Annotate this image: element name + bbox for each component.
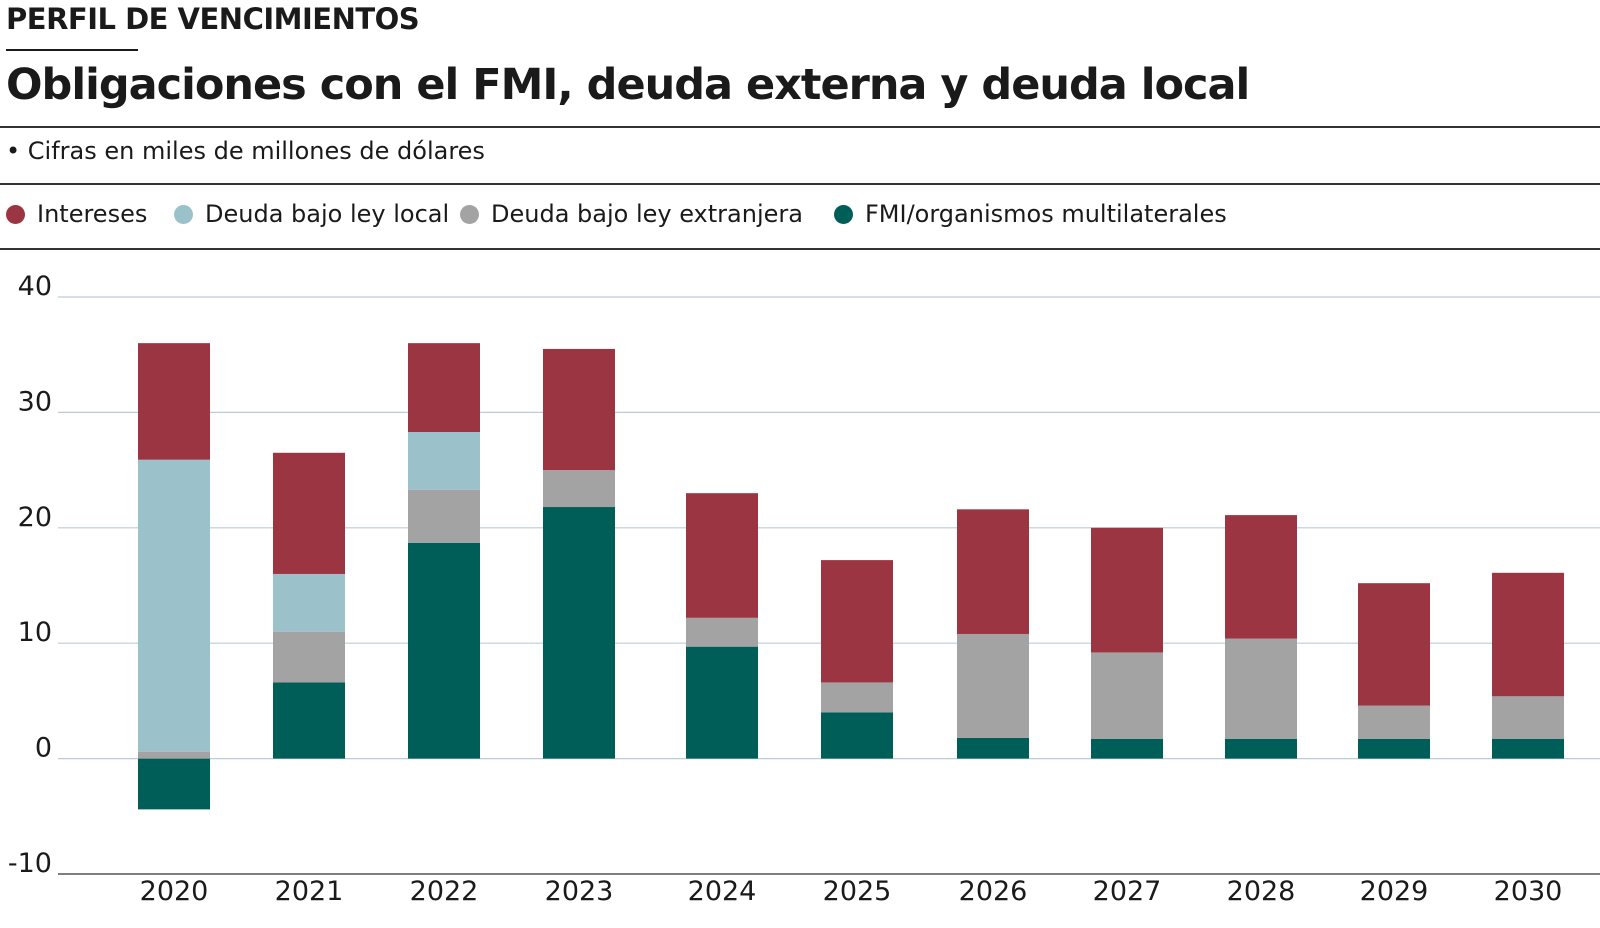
bar-segment [1358, 738, 1430, 759]
bar-segment [1492, 696, 1564, 739]
y-tick-label: 40 [18, 271, 52, 302]
bar-segment [138, 343, 210, 460]
legend-swatch-intereses [6, 204, 25, 224]
bar-segment [1091, 527, 1163, 653]
legend-divider [0, 248, 1600, 250]
bar-segment [543, 470, 615, 508]
bar-segment [273, 631, 345, 683]
legend-label: Deuda bajo ley local [205, 200, 450, 228]
bar-segment [686, 646, 758, 759]
bar-segment [1358, 705, 1430, 739]
legend-item-deuda-extranjera: Deuda bajo ley extranjera [460, 200, 803, 228]
bar-segment [138, 758, 210, 810]
kicker-underline [6, 49, 138, 51]
y-tick-label: 30 [18, 386, 52, 417]
bar-segment [686, 493, 758, 618]
legend-label: FMI/organismos multilaterales [865, 200, 1227, 228]
title-divider [0, 126, 1600, 128]
bar-segment [273, 682, 345, 759]
bar-segment [686, 617, 758, 647]
bar-segment [408, 343, 480, 433]
subtitle-divider [0, 183, 1600, 185]
legend-item-intereses: Intereses [6, 200, 147, 228]
bar-segment [957, 509, 1029, 634]
x-tick-label: 2027 [1093, 876, 1162, 907]
bar-segment [1091, 652, 1163, 739]
y-tick-label: 0 [35, 733, 52, 764]
bar-segment [408, 542, 480, 759]
bar-segment [821, 712, 893, 759]
bar-segment [1492, 738, 1564, 759]
legend-swatch-deuda-local [174, 204, 193, 224]
x-tick-label: 2020 [140, 876, 209, 907]
legend-swatch-deuda-extranjera [460, 204, 479, 224]
bar-segment [408, 489, 480, 543]
stacked-bar-chart: 40 30 20 10 0 -10 2020 2021 2022 2023 2024 2025 2026… [8, 271, 1600, 907]
x-tick-label: 2021 [275, 876, 344, 907]
bar-segment [273, 573, 345, 632]
legend-label: Deuda bajo ley extranjera [491, 200, 803, 228]
bar-segment [821, 560, 893, 683]
bar-segment [543, 507, 615, 759]
legend-item-deuda-local: Deuda bajo ley local [174, 200, 449, 228]
bar-segment [138, 459, 210, 752]
x-tick-label: 2028 [1227, 876, 1296, 907]
x-tick-label: 2025 [823, 876, 892, 907]
bar-segment [1225, 638, 1297, 739]
x-tick-label: 2026 [959, 876, 1028, 907]
chart-title: Obligaciones con el FMI, deuda externa y… [6, 60, 1250, 110]
x-tick-label: 2022 [410, 876, 479, 907]
x-tick-label: 2030 [1494, 876, 1563, 907]
x-tick-label: 2029 [1360, 876, 1429, 907]
bar-segment [1225, 515, 1297, 639]
legend-item-fmi: FMI/organismos multilaterales [834, 200, 1227, 228]
bar-segment [821, 682, 893, 713]
bar-segment [273, 452, 345, 574]
y-tick-label: 20 [18, 502, 52, 533]
bar-segment [1225, 738, 1297, 759]
bar-segment [543, 348, 615, 471]
bar-segment [138, 751, 210, 759]
legend-swatch-fmi [834, 204, 853, 224]
bar-segment [1091, 738, 1163, 759]
legend-label: Intereses [37, 200, 148, 228]
chart-subtitle: • Cifras en miles de millones de dólares [6, 137, 485, 165]
bar-segment [408, 432, 480, 490]
y-tick-label: 10 [18, 617, 52, 648]
y-tick-label: -10 [8, 848, 52, 879]
x-tick-label: 2023 [545, 876, 614, 907]
bar-segment [1358, 583, 1430, 706]
bar-segment [957, 633, 1029, 738]
bar-segment [1492, 572, 1564, 697]
kicker: PERFIL DE VENCIMIENTOS [6, 2, 420, 36]
x-tick-label: 2024 [688, 876, 757, 907]
bar-segment [957, 737, 1029, 759]
